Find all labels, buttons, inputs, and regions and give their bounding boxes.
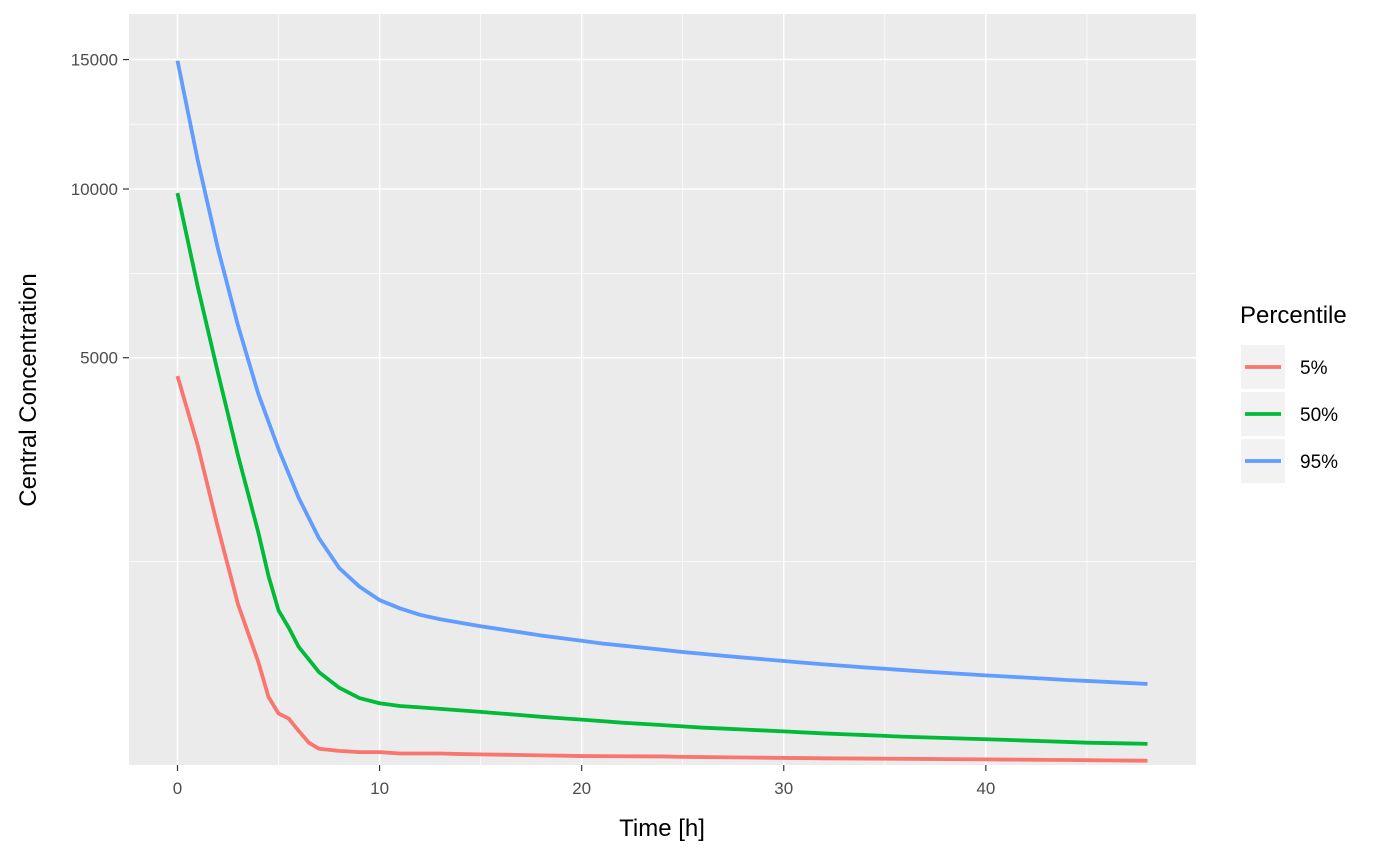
- legend: Percentile 5% 50% 95%: [1240, 302, 1347, 483]
- x-tick-label: 10: [370, 779, 389, 798]
- series-line-3: [175, 60, 1148, 686]
- series-line-2: [175, 192, 1148, 746]
- series-line-1: [175, 375, 1148, 763]
- x-tick-label: 0: [173, 779, 182, 798]
- plot-panel: [129, 14, 1196, 765]
- x-tick-label: 20: [572, 779, 591, 798]
- y-axis-title: Central Concentration: [15, 273, 42, 506]
- legend-item: 95%: [1241, 439, 1338, 483]
- y-tick-label: 10000: [71, 180, 118, 199]
- x-tick-label: 30: [774, 779, 793, 798]
- x-tick-label: 40: [976, 779, 995, 798]
- legend-label: 95%: [1300, 452, 1338, 473]
- y-axis: 5000 10000 15000: [71, 51, 129, 368]
- legend-label: 50%: [1300, 405, 1338, 426]
- legend-item: 5%: [1241, 345, 1328, 389]
- minor-gridlines: [129, 14, 1196, 765]
- x-axis: 0 10 20 30 40: [173, 765, 995, 798]
- major-gridlines: [129, 14, 1196, 765]
- legend-item: 50%: [1241, 392, 1338, 436]
- y-tick-label: 15000: [71, 51, 118, 70]
- y-tick-label: 5000: [80, 349, 118, 368]
- legend-label: 5%: [1300, 358, 1328, 379]
- x-axis-title: Time [h]: [619, 815, 705, 842]
- legend-title: Percentile: [1240, 302, 1347, 329]
- series-lines: [175, 60, 1148, 763]
